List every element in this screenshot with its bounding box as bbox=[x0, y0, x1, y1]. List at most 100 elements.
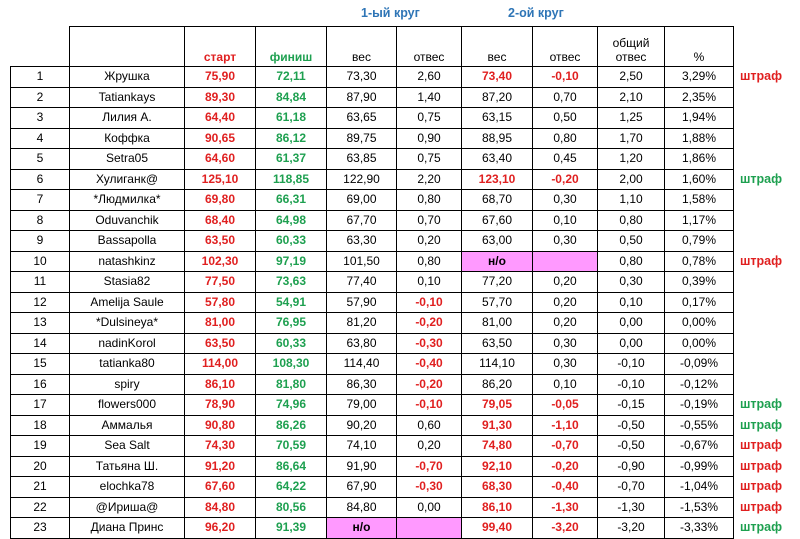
percent: 0,17% bbox=[664, 291, 734, 313]
round2-weight: 63,15 bbox=[461, 107, 533, 129]
row-number: 21 bbox=[10, 476, 70, 498]
finish-weight: 60,33 bbox=[255, 230, 327, 252]
round2-weight: 92,10 bbox=[461, 455, 533, 477]
round2-loss: 0,30 bbox=[532, 189, 598, 211]
round1-loss: -0,30 bbox=[396, 332, 462, 354]
start-weight: 63,50 bbox=[184, 230, 256, 252]
table-row: 3 Лилия А. 64,40 61,18 63,65 0,75 63,15 0,50 1,2… bbox=[10, 107, 798, 129]
round2-weight: 63,40 bbox=[461, 148, 533, 170]
table-row: 13 *Dulsineya* 81,00 76,95 81,20 -0,20 81,00 0,… bbox=[10, 312, 798, 334]
percent: -3,33% bbox=[664, 517, 734, 539]
row-number: 12 bbox=[10, 291, 70, 313]
row-number: 10 bbox=[10, 250, 70, 272]
participant-name: nadinKorol bbox=[69, 332, 185, 354]
participant-name: elochka78 bbox=[69, 476, 185, 498]
round1-weight: 63,85 bbox=[326, 148, 397, 170]
participant-name: Хулиганк@ bbox=[69, 168, 185, 190]
finish-weight: 61,37 bbox=[255, 148, 327, 170]
percent: -0,09% bbox=[664, 353, 734, 375]
penalty-label bbox=[734, 333, 798, 354]
total-loss: -1,30 bbox=[597, 496, 665, 518]
round1-loss: 0,20 bbox=[396, 230, 462, 252]
row-number: 18 bbox=[10, 414, 70, 436]
finish-weight: 86,64 bbox=[255, 455, 327, 477]
round2-loss: 0,10 bbox=[532, 373, 598, 395]
participant-name: Лилия А. bbox=[69, 107, 185, 129]
round1-loss: -0,20 bbox=[396, 373, 462, 395]
round1-loss: -0,10 bbox=[396, 291, 462, 313]
table-row: 15 tatianka80 114,00 108,30 114,40 -0,40 114,1… bbox=[10, 353, 798, 375]
row-number: 8 bbox=[10, 209, 70, 231]
round1-loss: 0,20 bbox=[396, 435, 462, 457]
round2-loss: 0,30 bbox=[532, 353, 598, 375]
round2-weight: 63,50 bbox=[461, 332, 533, 354]
round2-loss bbox=[532, 250, 598, 272]
participant-name: Amelija Saule bbox=[69, 291, 185, 313]
participant-name: Stasia82 bbox=[69, 271, 185, 293]
penalty-label bbox=[734, 231, 798, 252]
start-weight: 64,40 bbox=[184, 107, 256, 129]
row-number: 1 bbox=[10, 66, 70, 88]
total-loss: 0,30 bbox=[597, 271, 665, 293]
finish-weight: 66,31 bbox=[255, 189, 327, 211]
penalty-label bbox=[734, 108, 798, 129]
header-row: старт финиш вес отвес вес отвес общий отвес% bbox=[11, 26, 798, 67]
round2-loss: 0,20 bbox=[532, 271, 598, 293]
percent: 1,88% bbox=[664, 127, 734, 149]
round2-weight: 63,00 bbox=[461, 230, 533, 252]
finish-weight: 84,84 bbox=[255, 86, 327, 108]
penalty-label: штраф bbox=[740, 499, 783, 514]
percent: -0,19% bbox=[664, 394, 734, 416]
header-weight-2: вес bbox=[461, 26, 533, 67]
table-row: 1 Жрушка 75,90 72,11 73,30 2,60 73,40 -0,10 2,50… bbox=[10, 66, 798, 88]
penalty-label bbox=[734, 313, 798, 334]
row-number: 6 bbox=[10, 168, 70, 190]
round1-loss: 0,90 bbox=[396, 127, 462, 149]
round1-weight: 67,90 bbox=[326, 476, 397, 498]
total-loss: -3,20 bbox=[597, 517, 665, 539]
penalty-label: штраф bbox=[740, 520, 783, 535]
round2-weight: 86,10 bbox=[461, 496, 533, 518]
participant-name: natashkinz bbox=[69, 250, 185, 272]
table-row: 20 Татьяна Ш. 91,20 86,64 91,90 -0,70 92,10 -0,… bbox=[10, 455, 798, 477]
round2-weight: 123,10 bbox=[461, 168, 533, 190]
round2-weight: 67,60 bbox=[461, 209, 533, 231]
round2-loss: 0,10 bbox=[532, 209, 598, 231]
finish-weight: 91,39 bbox=[255, 517, 327, 539]
header-loss-2: отвес bbox=[532, 26, 598, 67]
table-row: 17 flowers000 78,90 74,96 79,00 -0,10 79,05 -0,… bbox=[10, 394, 798, 416]
table-row: 6 Хулиганк@ 125,10 118,85 122,90 2,20 123,10 -0… bbox=[10, 168, 798, 190]
participant-name: Аммалья bbox=[69, 414, 185, 436]
round2-loss: -0,05 bbox=[532, 394, 598, 416]
start-weight: 102,30 bbox=[184, 250, 256, 272]
round1-weight: н/о bbox=[326, 517, 397, 539]
table-row: 18 Аммалья 90,80 86,26 90,20 0,60 91,30 -1,10 -0… bbox=[10, 414, 798, 436]
round1-loss: -0,30 bbox=[396, 476, 462, 498]
finish-weight: 86,26 bbox=[255, 414, 327, 436]
row-number: 3 bbox=[10, 107, 70, 129]
start-weight: 86,10 bbox=[184, 373, 256, 395]
participant-name: @Ириша@ bbox=[69, 496, 185, 518]
table-row: 8 Oduvanchik 68,40 64,98 67,70 0,70 67,60 0,10 0… bbox=[10, 209, 798, 231]
start-weight: 90,80 bbox=[184, 414, 256, 436]
participant-name: flowers000 bbox=[69, 394, 185, 416]
round2-loss: 0,70 bbox=[532, 86, 598, 108]
total-loss: 1,70 bbox=[597, 127, 665, 149]
percent: 0,00% bbox=[664, 332, 734, 354]
percent: 1,94% bbox=[664, 107, 734, 129]
total-loss: -0,90 bbox=[597, 455, 665, 477]
start-weight: 69,80 bbox=[184, 189, 256, 211]
round1-loss: 0,00 bbox=[396, 496, 462, 518]
penalty-label: штраф bbox=[740, 253, 783, 268]
total-loss: -0,70 bbox=[597, 476, 665, 498]
total-loss: -0,50 bbox=[597, 414, 665, 436]
results-table: старт финиш вес отвес вес отвес общий отвес% 1 Ж… bbox=[10, 26, 798, 539]
round1-loss: -0,70 bbox=[396, 455, 462, 477]
header-start: старт bbox=[184, 26, 256, 67]
round1-weight: 122,90 bbox=[326, 168, 397, 190]
start-weight: 77,50 bbox=[184, 271, 256, 293]
penalty-label: штраф bbox=[740, 397, 783, 412]
header-finish: финиш bbox=[255, 26, 327, 67]
round-2-label: 2-ой круг bbox=[508, 6, 564, 20]
start-weight: 57,80 bbox=[184, 291, 256, 313]
